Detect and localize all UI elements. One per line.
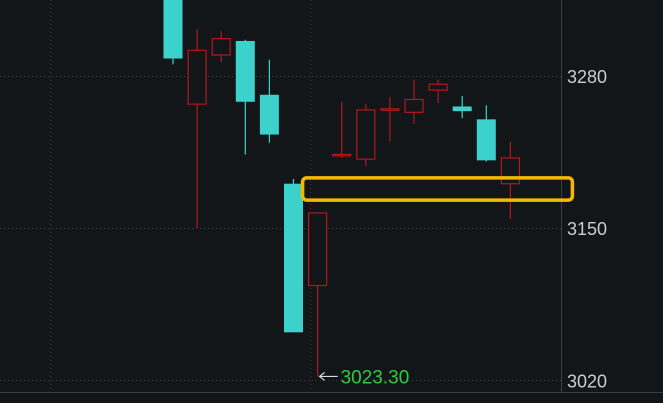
candle-body xyxy=(404,98,424,113)
candle-body xyxy=(163,0,183,59)
candle-body xyxy=(235,40,255,102)
candle-body xyxy=(356,109,376,160)
candles-group xyxy=(163,0,520,377)
candle-body xyxy=(452,106,472,112)
low-marker-arrow xyxy=(318,371,338,381)
candle-body xyxy=(211,38,231,56)
low-marker-label: 3023.30 xyxy=(341,367,410,388)
candle-body xyxy=(284,183,303,333)
candle-body xyxy=(380,108,400,111)
y-tick-label: 3020 xyxy=(567,371,607,391)
candle-body xyxy=(187,49,207,105)
candle-body xyxy=(428,83,448,91)
highlight-zone xyxy=(300,176,575,202)
candle-body xyxy=(259,94,279,135)
candle-body xyxy=(308,212,328,287)
candle-body xyxy=(332,153,352,157)
candle-body xyxy=(500,157,520,185)
candle-body xyxy=(476,119,496,161)
y-tick-label: 3150 xyxy=(567,219,607,239)
y-tick-label: 3280 xyxy=(567,67,607,87)
